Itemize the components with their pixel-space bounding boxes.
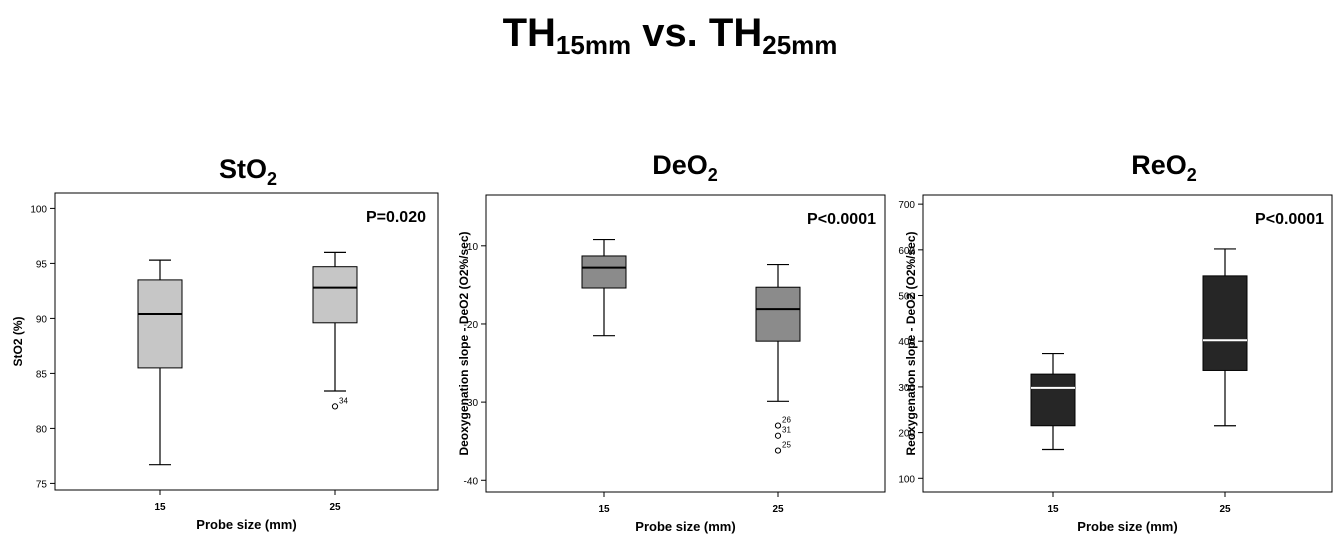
- figure-title: TH15mm vs. TH25mm: [0, 8, 1340, 70]
- chart-panel-1: StO2 75 80 85 90 95 100 15 25 Probe size (mm) StO2…: [11, 154, 439, 532]
- y-tick-label: -20: [464, 320, 479, 331]
- chart-title: DeO2: [652, 150, 718, 185]
- outlier-label: 25: [782, 441, 791, 450]
- iqr-box: [1202, 275, 1248, 371]
- box-plot-15: [137, 259, 183, 466]
- x-axis-label: Probe size (mm): [1077, 519, 1177, 534]
- y-tick-label: 100: [30, 204, 47, 215]
- chart-title-base: DeO: [652, 150, 708, 180]
- box-plot-25: 34: [312, 251, 358, 410]
- figure-title-base-b: TH: [708, 11, 763, 55]
- chart-title-subscript: 2: [1187, 165, 1197, 185]
- chart-title-subscript: 2: [267, 169, 277, 189]
- figure-title-middle: vs.: [631, 11, 709, 55]
- y-tick-label: 85: [36, 369, 48, 380]
- iqr-box: [581, 255, 627, 289]
- p-value-annotation: P<0.0001: [807, 211, 876, 228]
- figure-title-base-a: TH: [502, 11, 556, 55]
- y-axis-label: Deoxygenation slope - DeO2 (O2%/sec): [457, 231, 471, 455]
- y-tick-label: 100: [898, 474, 915, 485]
- iqr-box: [1030, 373, 1076, 427]
- y-tick-label: 300: [898, 383, 915, 394]
- x-tick-label: 25: [772, 504, 784, 515]
- chart-title-base: StO: [219, 154, 267, 184]
- chart-title: StO2: [219, 154, 277, 189]
- x-tick-label: 25: [1219, 504, 1231, 515]
- y-tick-label: 95: [36, 259, 48, 270]
- figure-title-sub-a: 15mm: [555, 30, 632, 60]
- p-value-annotation: P=0.020: [366, 209, 426, 226]
- chart-title-base: ReO: [1131, 150, 1187, 180]
- y-tick-label: 700: [898, 200, 915, 211]
- box-plot-15: [581, 238, 627, 337]
- y-tick-label: 600: [898, 246, 915, 257]
- y-tick-label: 200: [898, 429, 915, 440]
- outlier-point: [774, 422, 782, 429]
- box-plot-25: [1202, 248, 1248, 427]
- outlier-point: [774, 432, 782, 439]
- y-axis-label: Reoxygenation slope - DeO2 (O2%/sec): [904, 231, 918, 455]
- y-tick-label: -10: [464, 242, 479, 253]
- chart-panel-2: DeO2 -10 -20 -30 -40 15 25 Probe size (mm) Deoxy…: [457, 150, 886, 534]
- box-plot-15: [1030, 352, 1076, 451]
- y-tick-label: 75: [36, 479, 48, 490]
- x-axis-label: Probe size (mm): [196, 517, 296, 532]
- outlier-label: 34: [339, 396, 348, 405]
- plot-frame: [485, 194, 886, 493]
- y-tick-label: 400: [898, 337, 915, 348]
- y-axis-label: StO2 (%): [11, 316, 25, 366]
- plot-frame: [54, 192, 439, 491]
- y-tick-label: 500: [898, 292, 915, 303]
- x-tick-label: 15: [154, 502, 166, 513]
- x-axis-label: Probe size (mm): [635, 519, 735, 534]
- x-tick-label: 15: [598, 504, 610, 515]
- iqr-box: [755, 286, 801, 342]
- iqr-box: [312, 266, 358, 324]
- outlier-label: 26: [782, 416, 791, 425]
- y-tick-label: 80: [36, 424, 48, 435]
- y-tick-label: -30: [464, 398, 479, 409]
- figure-title-sub-b: 25mm: [762, 30, 838, 60]
- chart-panel-3: ReO2 100 200 300 400 500 600 700 15 25 Probe size …: [898, 150, 1333, 534]
- p-value-annotation: P<0.0001: [1255, 211, 1324, 228]
- x-tick-label: 15: [1047, 504, 1059, 515]
- chart-title: ReO2: [1131, 150, 1197, 185]
- outlier-point: [774, 447, 782, 454]
- chart-title-subscript: 2: [708, 165, 718, 185]
- outlier-label: 31: [782, 426, 791, 435]
- iqr-box: [137, 279, 183, 369]
- plot-frame: [922, 194, 1333, 493]
- outlier-point: [331, 403, 339, 410]
- x-tick-label: 25: [329, 502, 341, 513]
- y-tick-label: -40: [464, 476, 479, 487]
- y-tick-label: 90: [36, 314, 48, 325]
